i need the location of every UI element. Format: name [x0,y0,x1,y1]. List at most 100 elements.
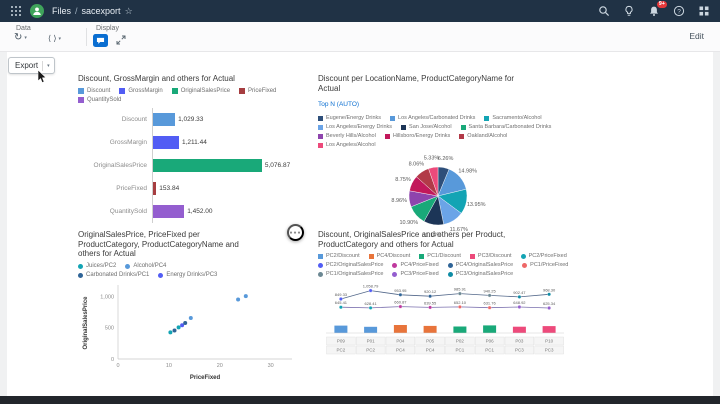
chart-tile-bar[interactable]: Discount, GrossMargin and others for Act… [78,74,306,226]
search-icon[interactable] [598,5,610,17]
legend-item[interactable]: PC2/PriceFixed [520,253,567,260]
bar-row[interactable]: GrossMargin 1,211.44 [78,130,306,154]
legend-item[interactable]: Oakland/Alcohol [459,133,507,140]
legend-item[interactable]: PC4/PriceFixed [392,262,439,269]
legend-item[interactable]: Eugene/Energy Drinks [318,115,381,122]
column-bar[interactable] [364,326,378,333]
chart-tile-combo[interactable]: Discount, OriginalSalesPrice and others … [318,230,570,396]
legend-item[interactable]: Los Angeles/Alcohol [318,142,376,149]
expand-data-button[interactable]: ⟨ ⟩ ▾ [48,34,61,44]
edit-button[interactable]: Edit [689,31,704,41]
chart-more-actions-button[interactable]: ●●● [287,224,304,241]
line-point[interactable] [487,293,492,298]
legend-item[interactable]: Energy Drinks/PC3 [158,272,217,279]
legend-item[interactable]: PC2/Discount [318,253,360,260]
legend-item[interactable]: San Jose/Alcohol [401,124,452,131]
legend-item[interactable]: PC1/PriceFixed [522,262,568,269]
legend-item[interactable]: PC4/OriginalSalesPrice [447,262,513,269]
help-icon[interactable]: ? [673,5,685,17]
legend-item[interactable]: PC1/OriginalSalesPrice [318,271,383,278]
chart-tile-pie[interactable]: Discount per LocationName, ProductCatego… [318,74,570,239]
legend-item[interactable]: Hillsboro/Energy Drinks [384,133,450,140]
x-axis-group-label[interactable]: PC3 [545,348,554,353]
x-axis-group-label[interactable]: PC4 [426,348,435,353]
legend-item[interactable]: Juices/PC2 [78,263,116,270]
comment-mode-button[interactable] [93,34,108,47]
bar[interactable] [153,204,185,218]
legend-item[interactable]: Carbonated Drinks/PC1 [78,272,149,279]
line-point[interactable] [547,306,551,310]
column-bar[interactable] [512,326,526,333]
x-axis-group-label[interactable]: PC3 [515,348,524,353]
line-point[interactable] [368,306,373,310]
x-axis-label[interactable]: P10 [545,339,554,344]
line-point[interactable] [458,291,462,296]
legend-item[interactable]: OriginalSalesPrice [171,88,230,95]
breadcrumb-files[interactable]: Files [52,6,72,16]
product-switcher-icon[interactable] [698,5,710,17]
bar-row[interactable]: QuantitySold 1,452.00 [78,199,306,223]
legend-item[interactable]: Discount [78,88,110,95]
bar-row[interactable]: OriginalSalesPrice 5,076.87 [78,153,306,177]
notifications-bell-icon[interactable]: 9+ [648,1,667,17]
scatter-point[interactable] [188,315,193,320]
scatter-point[interactable] [168,329,173,334]
legend-item[interactable]: Los Angeles/Carbonated Drinks [390,115,475,122]
avatar[interactable] [30,4,44,18]
scatter-point[interactable] [243,293,248,298]
bar[interactable] [153,135,179,149]
line-point[interactable] [339,297,343,301]
line-point[interactable] [487,305,492,310]
column-bar[interactable] [483,325,497,333]
x-axis-label[interactable]: P02 [456,339,465,344]
line-point[interactable] [517,305,522,309]
legend-item[interactable]: PC3/PriceFixed [392,271,439,278]
column-bar[interactable] [393,325,407,333]
column-bar[interactable] [542,326,556,333]
top-n-filter-link[interactable]: Top N (AUTO) [318,101,360,108]
line-point[interactable] [547,292,551,297]
line-point[interactable] [339,305,343,310]
x-axis-label[interactable]: P03 [515,339,524,344]
x-axis-group-label[interactable]: PC1 [456,348,465,353]
x-axis-label[interactable]: P01 [367,339,376,344]
legend-item[interactable]: Sacramento/Alcohol [484,115,542,122]
legend-item[interactable]: PC3/OriginalSalesPrice [447,271,513,278]
column-bar[interactable] [334,325,348,333]
bar[interactable] [153,158,262,172]
line-point[interactable] [368,288,373,293]
bar[interactable] [153,181,157,195]
app-launcher-icon[interactable] [10,5,22,17]
legend-item[interactable]: Beverly Hills/Alcohol [318,133,376,140]
line-point[interactable] [428,305,432,310]
legend-item[interactable]: Los Angeles/Energy Drinks [318,124,392,131]
bar-row[interactable]: Discount 1,029.33 [78,107,306,131]
x-axis-group-label[interactable]: PC4 [396,348,405,353]
legend-item[interactable]: Santa Barbara/Carbonated Drinks [460,124,551,131]
legend-item[interactable]: PC4/Discount [368,253,410,260]
scatter-point[interactable] [236,297,241,301]
legend-item[interactable]: PC3/Discount [469,253,512,260]
legend-item[interactable]: GrossMargin [119,88,163,95]
x-axis-group-label[interactable]: PC2 [337,348,346,353]
line-point[interactable] [517,295,522,299]
scatter-point[interactable] [176,324,181,329]
column-bar[interactable] [453,326,467,334]
legend-item[interactable]: PC2/OriginalSalesPrice [318,262,383,269]
column-bar[interactable] [423,325,437,333]
favorite-star-icon[interactable]: ☆ [124,5,133,16]
legend-item[interactable]: Alcohol/PC4 [125,263,166,270]
bar[interactable] [153,112,176,126]
line-point[interactable] [458,305,462,309]
x-axis-group-label[interactable]: PC2 [366,348,375,353]
x-axis-label[interactable]: P04 [396,339,405,344]
pie-slice[interactable] [428,166,439,197]
line-point[interactable] [428,294,432,299]
x-axis-group-label[interactable]: PC1 [485,348,494,353]
scatter-point[interactable] [183,320,188,325]
chart-tile-scatter[interactable]: OriginalSalesPrice, PriceFixed per Produ… [78,230,306,396]
legend-item[interactable]: PriceFixed [239,88,276,95]
legend-item[interactable]: QuantitySold [78,97,121,104]
legend-item[interactable]: PC1/Discount [419,253,461,260]
x-axis-label[interactable]: P05 [426,339,435,344]
